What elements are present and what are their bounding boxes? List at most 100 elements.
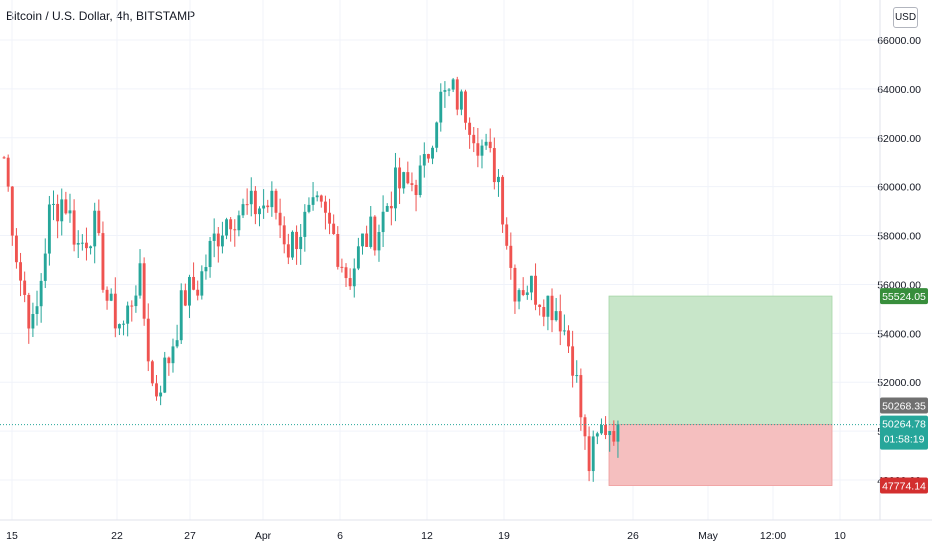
candle-body xyxy=(76,243,80,245)
entry-price-label: 50268.35 xyxy=(882,401,926,413)
candle-body xyxy=(225,219,228,236)
candle-body xyxy=(398,167,402,189)
candle-body xyxy=(167,357,171,364)
candle-body xyxy=(39,280,43,307)
candle-body xyxy=(356,246,360,269)
candle-body xyxy=(406,172,410,184)
candle-body xyxy=(311,197,315,205)
candle-body xyxy=(348,278,352,287)
candle-body xyxy=(431,147,434,159)
stop-loss-zone[interactable] xyxy=(608,424,833,486)
candle-body xyxy=(307,204,311,212)
candle-body xyxy=(216,233,220,247)
candle-body xyxy=(604,424,608,436)
y-tick-label: 62000.00 xyxy=(877,133,921,145)
candle-body xyxy=(414,184,418,196)
candle-body xyxy=(72,210,76,245)
x-tick-label: 6 xyxy=(337,530,343,542)
candle-body xyxy=(2,157,6,159)
take-profit-zone[interactable] xyxy=(608,295,833,425)
currency-button[interactable]: USD xyxy=(893,7,918,28)
x-tick-label: 19 xyxy=(498,530,510,542)
candle-body xyxy=(579,375,583,418)
candle-body xyxy=(497,176,500,183)
candle-body xyxy=(80,242,84,244)
candle-body xyxy=(134,295,138,307)
candle-body xyxy=(179,290,183,341)
candle-body xyxy=(426,154,430,159)
candle-body xyxy=(43,253,47,281)
candle-body xyxy=(130,305,134,307)
candle-body xyxy=(23,280,27,295)
candle-body xyxy=(212,233,216,241)
y-tick-label: 66000.00 xyxy=(877,35,921,47)
candle-body xyxy=(451,79,455,90)
candle-body xyxy=(237,215,241,231)
candle-body xyxy=(19,262,22,281)
x-tick-label: 26 xyxy=(627,530,639,542)
candle-body xyxy=(270,190,274,208)
candle-body xyxy=(365,233,369,247)
candle-body xyxy=(192,276,196,290)
take-profit-label: 55524.05 xyxy=(882,291,926,303)
candles xyxy=(0,76,880,482)
take-profit-label-box xyxy=(880,288,928,305)
candle-body xyxy=(389,205,393,209)
candle-body xyxy=(480,145,484,156)
candle-body xyxy=(501,176,505,225)
candle-body xyxy=(538,304,542,307)
chart-title: Bitcoin / U.S. Dollar, 4h, BITSTAMP xyxy=(6,9,196,23)
candle-body xyxy=(328,212,331,224)
stop-loss-label-box xyxy=(880,477,928,494)
candle-body xyxy=(608,431,612,436)
candle-body xyxy=(369,216,373,247)
candle-body xyxy=(10,186,14,236)
candle-body xyxy=(612,431,616,442)
candle-body xyxy=(315,195,319,198)
candle-body xyxy=(377,232,381,251)
candle-body xyxy=(64,199,68,214)
candle-body xyxy=(35,306,39,315)
candle-body xyxy=(52,203,55,205)
candle-body xyxy=(126,305,130,324)
candle-body xyxy=(513,267,517,302)
y-tick-label: 60000.00 xyxy=(877,182,921,194)
candle-body xyxy=(204,267,208,272)
candle-body xyxy=(418,165,422,196)
candle-body xyxy=(253,190,257,215)
candle-body xyxy=(558,311,562,332)
candle-body xyxy=(534,275,537,305)
candle-body xyxy=(517,290,521,302)
x-tick-label: Apr xyxy=(255,530,272,542)
candle-body xyxy=(394,167,397,209)
candle-body xyxy=(68,210,72,214)
candle-body xyxy=(402,172,406,189)
countdown-label: 01:58:19 xyxy=(884,434,925,446)
y-tick-label: 64000.00 xyxy=(877,84,921,96)
candle-body xyxy=(142,263,146,319)
candle-body xyxy=(14,235,18,263)
candle-body xyxy=(291,231,294,258)
candle-body xyxy=(47,204,51,254)
candle-body xyxy=(435,122,439,148)
candle-body xyxy=(101,233,105,290)
candle-body xyxy=(200,271,204,296)
candle-body xyxy=(109,293,113,301)
candle-body xyxy=(591,436,595,472)
candle-body xyxy=(600,424,603,434)
candle-body xyxy=(241,204,245,216)
candle-body xyxy=(352,268,356,287)
candle-body xyxy=(468,122,472,135)
candle-body xyxy=(286,244,290,258)
candle-body xyxy=(587,436,591,472)
y-tick-label: 58000.00 xyxy=(877,231,921,243)
candle-body xyxy=(410,183,414,185)
candle-body xyxy=(299,236,303,250)
candle-body xyxy=(319,195,323,202)
y-tick-label: 54000.00 xyxy=(877,328,921,340)
position-zones xyxy=(608,295,833,486)
candle-body xyxy=(303,211,307,237)
candle-body xyxy=(340,266,344,268)
candle-body xyxy=(459,91,463,110)
